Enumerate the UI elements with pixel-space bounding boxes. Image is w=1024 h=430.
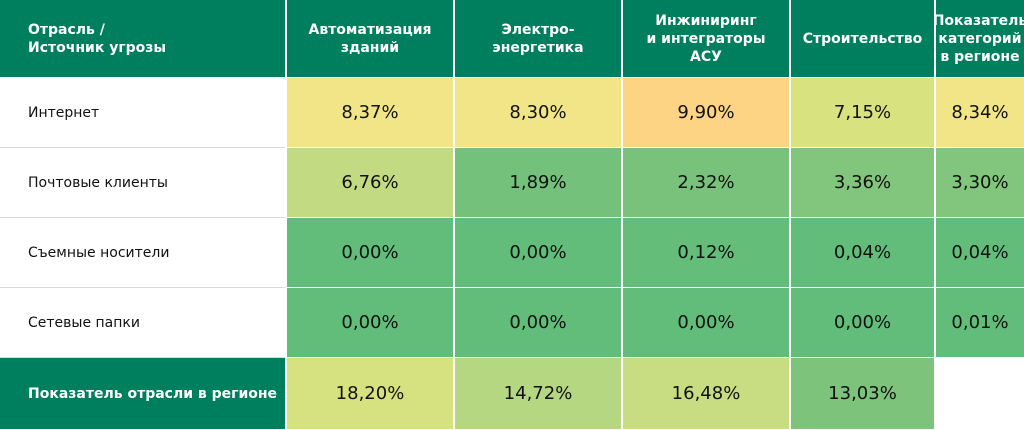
- value-cell: 7,15%: [791, 78, 934, 148]
- value-cell: 0,00%: [455, 288, 621, 358]
- footer-value-cell: [936, 358, 1024, 430]
- value-cell: 0,04%: [936, 218, 1024, 288]
- column-header: Автоматизация зданий: [287, 0, 453, 78]
- column-header: Электро- энергетика: [455, 0, 621, 78]
- column-header: Инжиниринг и интеграторы АСУ: [623, 0, 789, 78]
- value-cell: 3,30%: [936, 148, 1024, 218]
- value-cell: 8,34%: [936, 78, 1024, 148]
- value-cell: 0,00%: [287, 218, 453, 288]
- value-cell: 0,00%: [455, 218, 621, 288]
- column-header: Строительство: [791, 0, 934, 78]
- value-cell: 0,00%: [791, 288, 934, 358]
- footer-value-cell: 14,72%: [455, 358, 621, 430]
- value-cell: 0,12%: [623, 218, 789, 288]
- footer-value-cell: 13,03%: [791, 358, 934, 430]
- value-cell: 9,90%: [623, 78, 789, 148]
- column-header: Показатель категорий в регионе: [933, 0, 1024, 78]
- value-cell: 0,00%: [287, 288, 453, 358]
- row-label: Интернет: [0, 78, 285, 148]
- value-cell: 8,37%: [287, 78, 453, 148]
- value-cell: 0,00%: [623, 288, 789, 358]
- value-cell: 8,30%: [455, 78, 621, 148]
- footer-label: Показатель отрасли в регионе: [0, 358, 285, 430]
- row-label: Сетевые папки: [0, 288, 285, 358]
- value-cell: 6,76%: [287, 148, 453, 218]
- value-cell: 3,36%: [791, 148, 934, 218]
- value-cell: 0,04%: [791, 218, 934, 288]
- row-label: Съемные носители: [0, 218, 285, 288]
- value-cell: 1,89%: [455, 148, 621, 218]
- value-cell: 2,32%: [623, 148, 789, 218]
- footer-value-cell: 16,48%: [623, 358, 789, 430]
- value-cell: 0,01%: [936, 288, 1024, 358]
- header-corner: Отрасль / Источник угрозы: [0, 0, 285, 78]
- footer-value-cell: 18,20%: [287, 358, 453, 430]
- row-label: Почтовые клиенты: [0, 148, 285, 218]
